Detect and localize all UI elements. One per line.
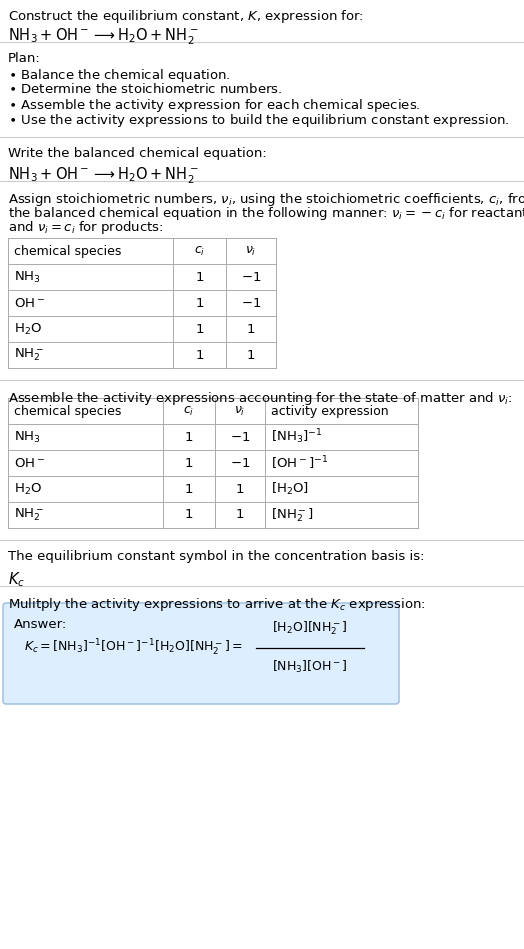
- Text: $\nu_i$: $\nu_i$: [245, 245, 257, 257]
- Text: 1: 1: [236, 482, 244, 495]
- Text: $\mathrm{OH^-}$: $\mathrm{OH^-}$: [14, 456, 45, 470]
- Text: $[\mathrm{H_2O}]$: $[\mathrm{H_2O}]$: [271, 481, 309, 497]
- Text: chemical species: chemical species: [14, 404, 122, 418]
- Text: 1: 1: [195, 323, 204, 336]
- Text: Assemble the activity expressions accounting for the state of matter and $\nu_i$: Assemble the activity expressions accoun…: [8, 390, 512, 407]
- Text: 1: 1: [185, 431, 193, 443]
- Text: $\bullet$ Balance the chemical equation.: $\bullet$ Balance the chemical equation.: [8, 67, 231, 84]
- Text: $\bullet$ Assemble the activity expression for each chemical species.: $\bullet$ Assemble the activity expressi…: [8, 97, 421, 114]
- Text: $\mathrm{NH_2^-}$: $\mathrm{NH_2^-}$: [14, 346, 45, 363]
- Text: and $\nu_i = c_i$ for products:: and $\nu_i = c_i$ for products:: [8, 219, 163, 236]
- Text: 1: 1: [195, 270, 204, 284]
- Text: $\bullet$ Use the activity expressions to build the equilibrium constant express: $\bullet$ Use the activity expressions t…: [8, 112, 509, 129]
- Text: Write the balanced chemical equation:: Write the balanced chemical equation:: [8, 147, 267, 160]
- Text: $-1$: $-1$: [241, 270, 261, 284]
- Text: Plan:: Plan:: [8, 52, 41, 65]
- Text: $[\mathrm{OH^-}]^{-1}$: $[\mathrm{OH^-}]^{-1}$: [271, 455, 329, 472]
- Text: 1: 1: [247, 348, 255, 362]
- Text: Mulitply the activity expressions to arrive at the $K_c$ expression:: Mulitply the activity expressions to arr…: [8, 596, 426, 613]
- Text: $\mathrm{H_2O}$: $\mathrm{H_2O}$: [14, 481, 42, 496]
- Text: $\mathrm{NH_3 + OH^- \longrightarrow H_2O + NH_2^-}$: $\mathrm{NH_3 + OH^- \longrightarrow H_2…: [8, 165, 199, 185]
- Text: $[\mathrm{NH_3}]^{-1}$: $[\mathrm{NH_3}]^{-1}$: [271, 428, 322, 446]
- Text: chemical species: chemical species: [14, 245, 122, 257]
- Text: Construct the equilibrium constant, $K$, expression for:: Construct the equilibrium constant, $K$,…: [8, 8, 364, 25]
- Text: The equilibrium constant symbol in the concentration basis is:: The equilibrium constant symbol in the c…: [8, 550, 424, 563]
- Text: 1: 1: [236, 509, 244, 522]
- Text: $\mathrm{H_2O}$: $\mathrm{H_2O}$: [14, 322, 42, 337]
- Text: Answer:: Answer:: [14, 618, 67, 631]
- Text: $K_c$: $K_c$: [8, 570, 25, 588]
- Text: $\mathrm{OH^-}$: $\mathrm{OH^-}$: [14, 296, 45, 309]
- Text: $\bullet$ Determine the stoichiometric numbers.: $\bullet$ Determine the stoichiometric n…: [8, 82, 282, 96]
- Text: Assign stoichiometric numbers, $\nu_i$, using the stoichiometric coefficients, $: Assign stoichiometric numbers, $\nu_i$, …: [8, 191, 524, 208]
- Text: $\mathrm{NH_2^-}$: $\mathrm{NH_2^-}$: [14, 507, 45, 523]
- Text: $[\mathrm{NH_3}][\mathrm{OH^-}]$: $[\mathrm{NH_3}][\mathrm{OH^-}]$: [272, 659, 348, 675]
- Text: activity expression: activity expression: [271, 404, 389, 418]
- Text: $\mathrm{NH_3}$: $\mathrm{NH_3}$: [14, 430, 41, 444]
- Text: 1: 1: [185, 509, 193, 522]
- Text: $c_i$: $c_i$: [183, 404, 194, 418]
- Text: the balanced chemical equation in the following manner: $\nu_i = -c_i$ for react: the balanced chemical equation in the fo…: [8, 205, 524, 222]
- Text: $-1$: $-1$: [230, 456, 250, 470]
- Text: $\mathrm{NH_3}$: $\mathrm{NH_3}$: [14, 270, 41, 285]
- Text: $\nu_i$: $\nu_i$: [234, 404, 246, 418]
- Text: $c_i$: $c_i$: [194, 245, 205, 257]
- FancyBboxPatch shape: [3, 603, 399, 704]
- Text: 1: 1: [247, 323, 255, 336]
- Text: $\mathrm{NH_3 + OH^- \longrightarrow H_2O + NH_2^-}$: $\mathrm{NH_3 + OH^- \longrightarrow H_2…: [8, 26, 199, 47]
- Text: $[\mathrm{H_2O}][\mathrm{NH_2^-}]$: $[\mathrm{H_2O}][\mathrm{NH_2^-}]$: [272, 620, 348, 637]
- Text: $-1$: $-1$: [241, 296, 261, 309]
- Text: $[\mathrm{NH_2^-}]$: $[\mathrm{NH_2^-}]$: [271, 506, 314, 524]
- Text: 1: 1: [195, 348, 204, 362]
- Text: 1: 1: [185, 456, 193, 470]
- Text: 1: 1: [185, 482, 193, 495]
- Text: $-1$: $-1$: [230, 431, 250, 443]
- Text: $K_c = [\mathrm{NH_3}]^{-1}[\mathrm{OH^-}]^{-1}[\mathrm{H_2O}][\mathrm{NH_2^-}] : $K_c = [\mathrm{NH_3}]^{-1}[\mathrm{OH^-…: [24, 638, 243, 658]
- Text: 1: 1: [195, 296, 204, 309]
